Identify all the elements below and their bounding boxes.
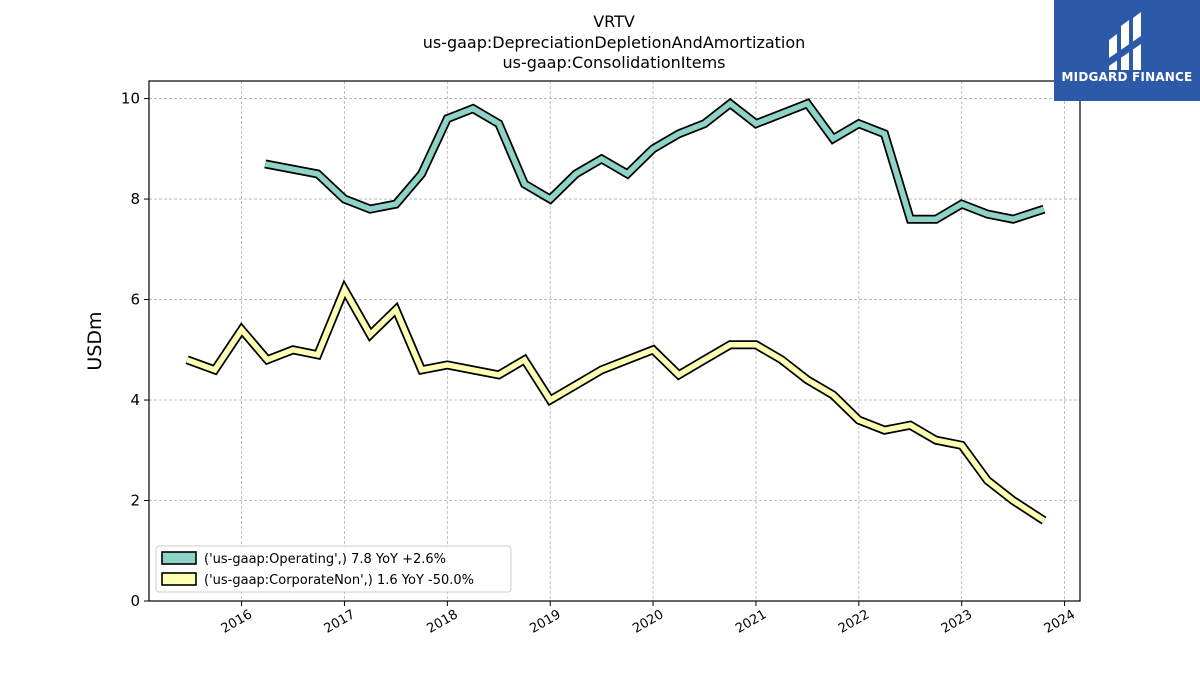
chart-title-line-2: us-gaap:DepreciationDepletionAndAmortiza… xyxy=(423,33,806,52)
brand-logo: MIDGARD FINANCE xyxy=(1054,0,1200,101)
legend-label-operating: ('us-gaap:Operating',) 7.8 YoY +2.6% xyxy=(204,552,446,567)
series-lines xyxy=(185,97,1047,525)
logo-text: MIDGARD FINANCE xyxy=(1062,70,1193,84)
legend: ('us-gaap:Operating',) 7.8 YoY +2.6% ('u… xyxy=(155,545,512,593)
y-tick-label: 10 xyxy=(121,90,140,108)
plot-frame xyxy=(148,80,1081,602)
series-0 xyxy=(264,97,1046,224)
logo-mark-icon xyxy=(1109,12,1141,70)
legend-box xyxy=(155,545,512,593)
legend-label-corporate-non: ('us-gaap:CorporateNon',) 1.6 YoY -50.0% xyxy=(204,573,474,588)
legend-swatch-corporate-non xyxy=(161,572,197,586)
y-tick-label: 2 xyxy=(130,492,140,510)
chart-title-line-1: VRTV xyxy=(593,12,635,31)
y-axis-ticks: 0 2 4 6 8 10 xyxy=(121,90,149,610)
y-tick-label: 8 xyxy=(130,190,140,208)
series-line xyxy=(186,283,1046,523)
legend-swatch-operating xyxy=(161,551,197,565)
y-tick-label: 4 xyxy=(130,391,140,409)
chart-title-line-3: us-gaap:ConsolidationItems xyxy=(502,53,725,72)
series-line xyxy=(264,100,1045,223)
series-1 xyxy=(185,279,1047,525)
y-tick-label: 6 xyxy=(130,291,140,309)
y-axis-label: USDm xyxy=(84,311,106,370)
y-tick-label: 0 xyxy=(130,592,140,610)
